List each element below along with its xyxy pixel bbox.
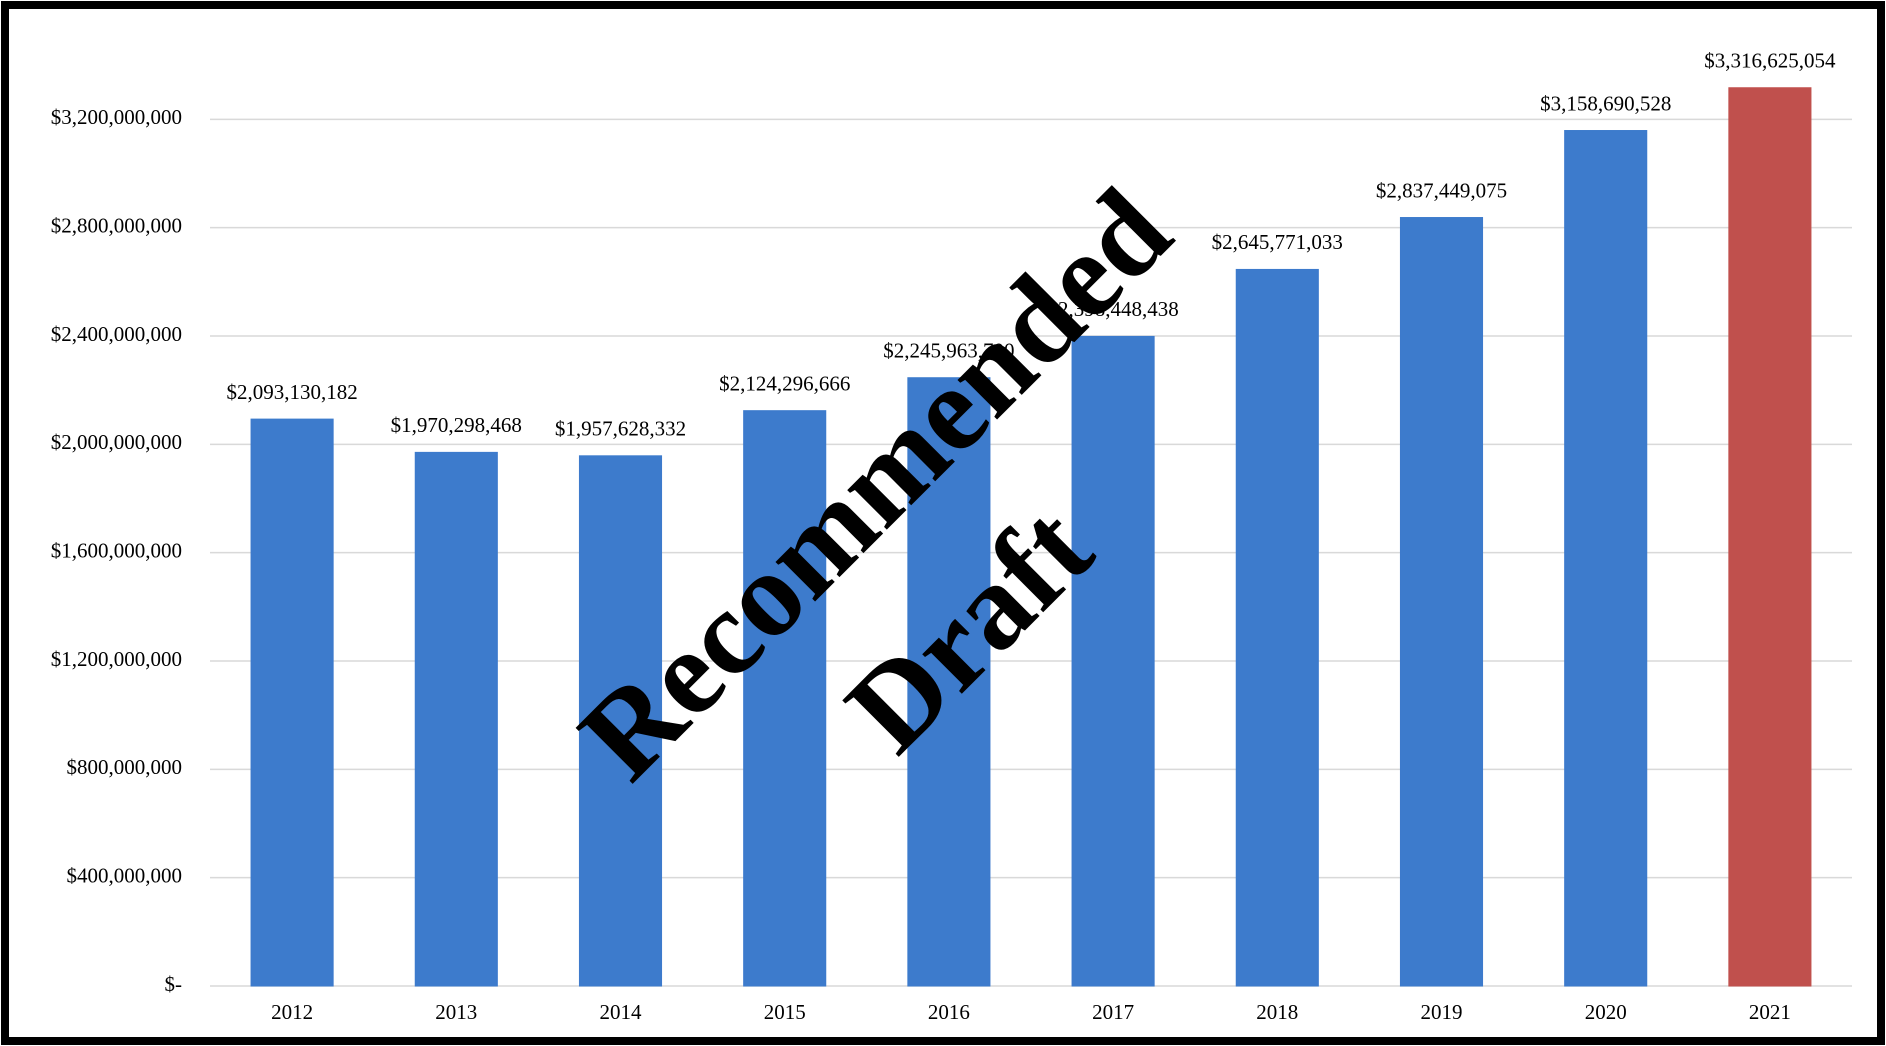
y-tick-label: $1,200,000,000 <box>51 647 182 671</box>
bar <box>1564 130 1648 987</box>
data-label: $1,957,628,332 <box>555 417 686 441</box>
x-tick-label: 2020 <box>1585 1000 1627 1024</box>
y-tick-label: $400,000,000 <box>67 863 183 887</box>
y-tick-label: $800,000,000 <box>67 755 183 779</box>
data-label: $1,970,298,468 <box>391 413 522 437</box>
bar <box>578 455 663 987</box>
y-tick-label: $2,400,000,000 <box>51 322 182 346</box>
x-tick-label: 2012 <box>271 1000 313 1024</box>
x-tick-label: 2021 <box>1749 1000 1791 1024</box>
data-label: $3,158,690,528 <box>1540 91 1671 115</box>
bar <box>743 410 827 987</box>
x-tick-label: 2013 <box>435 1000 477 1024</box>
x-tick-label: 2014 <box>600 1000 643 1024</box>
data-label: $2,093,130,182 <box>226 380 357 404</box>
data-label: $2,398,448,438 <box>1047 297 1178 321</box>
bar <box>414 451 498 987</box>
bar <box>1399 217 1484 987</box>
x-tick-label: 2017 <box>1092 1000 1134 1024</box>
bar <box>1728 87 1812 987</box>
data-label: $2,837,449,075 <box>1376 178 1507 202</box>
data-label: $2,645,771,033 <box>1212 230 1343 254</box>
data-label: $2,245,963,700 <box>883 339 1014 363</box>
y-tick-label: $- <box>165 972 183 996</box>
bar <box>1235 268 1319 987</box>
bar <box>907 377 991 987</box>
y-tick-label: $1,600,000,000 <box>51 538 182 562</box>
x-tick-label: 2019 <box>1421 1000 1463 1024</box>
bar <box>250 418 334 987</box>
x-tick-label: 2015 <box>764 1000 806 1024</box>
y-tick-label: $2,000,000,000 <box>51 430 182 454</box>
data-label: $2,124,296,666 <box>719 371 850 395</box>
plot-area: $- $400,000,000 $800,000,000 $1,200,000,000… <box>51 49 1852 1024</box>
x-tick-label: 2018 <box>1256 1000 1298 1024</box>
y-tick-label: $2,800,000,000 <box>51 213 182 237</box>
data-label: $3,316,625,054 <box>1704 49 1836 73</box>
bar <box>1071 335 1155 987</box>
x-tick-label: 2016 <box>928 1000 970 1024</box>
y-tick-label: $3,200,000,000 <box>51 105 182 129</box>
